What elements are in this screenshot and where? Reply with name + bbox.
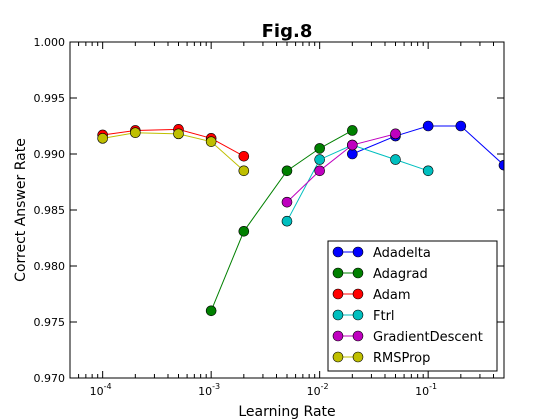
point-adagrad xyxy=(281,165,293,177)
legend-marker-rmsprop xyxy=(352,351,364,363)
point-rmsprop xyxy=(205,136,217,147)
point-gradientdescent xyxy=(314,165,325,177)
point-ftrl xyxy=(422,165,434,177)
point-adadelta xyxy=(422,120,434,132)
series-line-gradientdescent xyxy=(286,133,396,203)
legend-marker-adadelta xyxy=(352,246,364,258)
x-tick-exponent: -4 xyxy=(104,382,112,391)
point-ftrl xyxy=(390,154,401,165)
x-tick-base: 10 xyxy=(198,385,212,398)
x-tick-label: 10-2 xyxy=(307,382,329,398)
plot-frame xyxy=(69,41,505,379)
point-gradientdescent xyxy=(281,196,293,208)
x-tick-label: 10-4 xyxy=(90,382,112,398)
x-tick-base: 10 xyxy=(90,385,104,398)
x-tick-exponent: -2 xyxy=(321,382,329,391)
legend-label-ftrl: Ftrl xyxy=(373,309,395,324)
legend-label-adam: Adam xyxy=(373,288,411,303)
x-tick-label: 10-3 xyxy=(198,382,220,398)
legend-marker-ftrl xyxy=(332,309,344,321)
legend-marker-adagrad xyxy=(352,267,364,279)
point-adagrad xyxy=(347,125,358,136)
legend-marker-gradientdescent xyxy=(332,330,344,342)
y-tick-label: 0.980 xyxy=(34,260,66,273)
point-adagrad xyxy=(314,143,325,154)
y-tick-label: 0.975 xyxy=(34,316,66,329)
point-adam xyxy=(238,150,250,162)
point-ftrl xyxy=(281,215,293,227)
legend-marker-adagrad xyxy=(332,267,344,279)
point-rmsprop xyxy=(238,165,250,177)
y-tick-label: 0.995 xyxy=(34,92,66,105)
series-line-adadelta xyxy=(352,125,504,166)
legend-label-rmsprop: RMSProp xyxy=(373,351,430,366)
x-tick-exponent: -1 xyxy=(429,382,437,391)
legend-label-gradientdescent: GradientDescent xyxy=(373,330,483,345)
legend-marker-rmsprop xyxy=(332,351,344,363)
y-tick-label: 1.000 xyxy=(34,36,66,49)
point-adagrad xyxy=(238,225,250,237)
y-tick-label: 0.990 xyxy=(34,148,66,161)
legend: Adadelta Adagrad Adam Ftrl GradientDescent RM… xyxy=(327,240,498,372)
markers-layer xyxy=(97,120,504,317)
legend-marker-adam xyxy=(352,288,364,300)
point-adadelta xyxy=(498,159,504,171)
x-tick-base: 10 xyxy=(415,385,429,398)
legend-marker-adadelta xyxy=(332,246,344,258)
legend-label-adadelta: Adadelta xyxy=(373,246,431,261)
point-adagrad xyxy=(205,305,217,317)
y-axis-label: Correct Answer Rate xyxy=(13,138,29,282)
legend-marker-gradientdescent xyxy=(352,330,364,342)
y-tick-label: 0.970 xyxy=(34,372,66,385)
legend-box xyxy=(327,240,498,372)
point-adadelta xyxy=(455,120,467,132)
x-tick-base: 10 xyxy=(307,385,321,398)
point-gradientdescent xyxy=(347,139,358,151)
legend-marker-adam xyxy=(332,288,344,300)
point-rmsprop xyxy=(130,127,141,139)
point-ftrl xyxy=(314,154,325,165)
x-tick-label: 10-1 xyxy=(415,382,437,398)
point-adadelta xyxy=(347,148,358,160)
point-gradientdescent xyxy=(390,128,401,140)
x-axis-label: Learning Rate xyxy=(238,404,335,420)
y-tick-label: 0.985 xyxy=(34,204,66,217)
point-rmsprop xyxy=(173,128,184,140)
point-rmsprop xyxy=(97,133,108,144)
series-line-rmsprop xyxy=(102,132,245,172)
chart-title: Fig.8 xyxy=(262,21,313,42)
legend-marker-ftrl xyxy=(352,309,364,321)
x-tick-exponent: -3 xyxy=(212,382,220,391)
legend-label-adagrad: Adagrad xyxy=(373,267,428,282)
